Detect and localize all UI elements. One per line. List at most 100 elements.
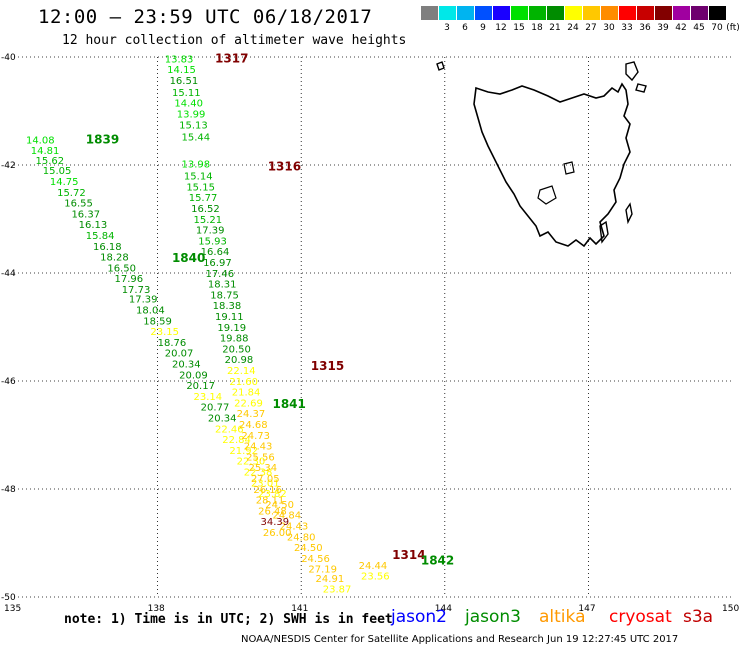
- wave-height-label: 20.07: [165, 349, 194, 360]
- flinders-island: [625, 61, 639, 82]
- wave-height-label: 16.97: [203, 258, 232, 269]
- map-title: 12:00 — 23:59 UTC 06/18/2017: [38, 6, 373, 28]
- wave-height-label: 24.50: [265, 500, 294, 511]
- wave-height-label: 24.44: [359, 561, 388, 572]
- maria-island: [625, 202, 633, 225]
- legend-swatch: [601, 6, 618, 20]
- legend-label: 9: [480, 23, 486, 33]
- legend-swatch: [709, 6, 726, 20]
- wave-height-label: 24.84: [272, 511, 301, 522]
- lon-tick-label: 141: [291, 604, 308, 614]
- wave-height-label: 16.18: [93, 242, 122, 253]
- wave-height-label: 21.84: [232, 388, 261, 399]
- wave-height-label: 15.11: [172, 88, 201, 99]
- legend-label: 6: [462, 23, 468, 33]
- legend-label: 18: [531, 23, 543, 33]
- pass-number-label: 1317: [215, 51, 248, 65]
- wave-height-label: 15.93: [198, 236, 227, 247]
- wave-height-label: 22.14: [227, 366, 256, 377]
- legend-swatch: [421, 6, 438, 20]
- wave-height-label: 23.56: [361, 572, 390, 583]
- legend-swatch: [529, 6, 546, 20]
- legend-swatch: [457, 6, 474, 20]
- wave-height-label: 16.37: [71, 209, 100, 220]
- wave-height-label: 24.91: [316, 574, 345, 585]
- lat-tick-label: -46: [1, 377, 16, 387]
- wave-height-label: 20.77: [201, 403, 230, 414]
- lat-tick-label: -44: [1, 269, 16, 279]
- lon-tick-label: 150: [722, 604, 739, 614]
- wave-height-label: 16.64: [201, 247, 230, 258]
- wave-height-label: 18.28: [100, 253, 129, 264]
- satellite-name: jason3: [465, 607, 521, 627]
- wave-height-label: 22.84: [222, 435, 251, 446]
- legend-label: 45: [693, 23, 705, 33]
- wave-height-label: 26.48: [258, 506, 287, 517]
- wave-height-label: 25.56: [246, 452, 275, 463]
- lat-tick-label: -40: [1, 53, 16, 63]
- wave-height-label: 20.34: [208, 414, 237, 425]
- king-island: [436, 61, 445, 71]
- bruny-island: [599, 220, 609, 244]
- legend-swatch: [475, 6, 492, 20]
- wave-height-label: 19.19: [217, 323, 246, 334]
- wave-height-label: 25.34: [249, 463, 278, 474]
- tasmania-outline: [473, 82, 631, 248]
- wave-height-label: 26.16: [253, 485, 282, 496]
- wave-height-label: 15.15: [186, 182, 215, 193]
- wave-height-label: 18.38: [213, 301, 242, 312]
- wave-height-label: 24.50: [294, 543, 323, 554]
- legend-label: 42: [675, 23, 687, 33]
- lat-tick-label: -50: [1, 593, 16, 603]
- wave-height-label: 24.56: [301, 554, 330, 565]
- wave-height-label: 24.68: [239, 420, 268, 431]
- wave-height-label: 23.87: [323, 585, 352, 596]
- tasmania-coastline: [436, 61, 647, 248]
- wave-height-label: 17.39: [129, 295, 158, 306]
- wave-height-label: 20.09: [179, 370, 208, 381]
- wave-height-label: 15.13: [179, 120, 208, 131]
- legend-swatch: [547, 6, 564, 20]
- wave-height-label: 22.38: [244, 468, 273, 479]
- legend-label: 39: [657, 23, 669, 33]
- satellite-name: altika: [539, 607, 586, 627]
- pass-number-label: 1841: [272, 397, 305, 411]
- map-subtitle: 12 hour collection of altimeter wave hei…: [62, 33, 407, 48]
- legend-swatch: [673, 6, 690, 20]
- legend-label: 21: [549, 23, 561, 33]
- legend-swatch: [511, 6, 528, 20]
- legend-label: 15: [513, 23, 525, 33]
- wave-height-label: 17.46: [205, 269, 234, 280]
- legend-swatch: [493, 6, 510, 20]
- legend-swatch: [655, 6, 672, 20]
- legend-label: 3: [444, 23, 450, 33]
- legend-label: 27: [585, 23, 597, 33]
- satellite-name: cryosat: [609, 607, 672, 627]
- pass-number-label: 1314: [392, 548, 425, 562]
- pass-number-label: 1840: [172, 251, 205, 265]
- wave-height-label: 15.62: [36, 156, 65, 167]
- pass-number-label: 1315: [311, 359, 344, 373]
- lat-tick-label: -48: [1, 485, 16, 495]
- wave-height-label: 23.15: [150, 327, 179, 338]
- legend-label: 33: [621, 23, 633, 33]
- wave-height-label: 15.21: [194, 215, 223, 226]
- legend-label: 24: [567, 23, 579, 33]
- legend-swatch: [439, 6, 456, 20]
- wave-height-label: 13.99: [177, 109, 206, 120]
- wave-height-label: 16.13: [79, 220, 108, 231]
- wave-height-label: 26.00: [263, 528, 292, 539]
- credit-line: NOAA/NESDIS Center for Satellite Applica…: [241, 634, 679, 645]
- cape-barren-island: [635, 83, 647, 93]
- lat-tick-label: -42: [1, 161, 16, 171]
- wave-height-label: 16.50: [107, 263, 136, 274]
- wave-height-label: 19.11: [215, 312, 244, 323]
- wave-height-label: 13.83: [165, 54, 194, 65]
- wave-height-label: 14.75: [50, 177, 79, 188]
- legend-label: 70: [711, 23, 723, 33]
